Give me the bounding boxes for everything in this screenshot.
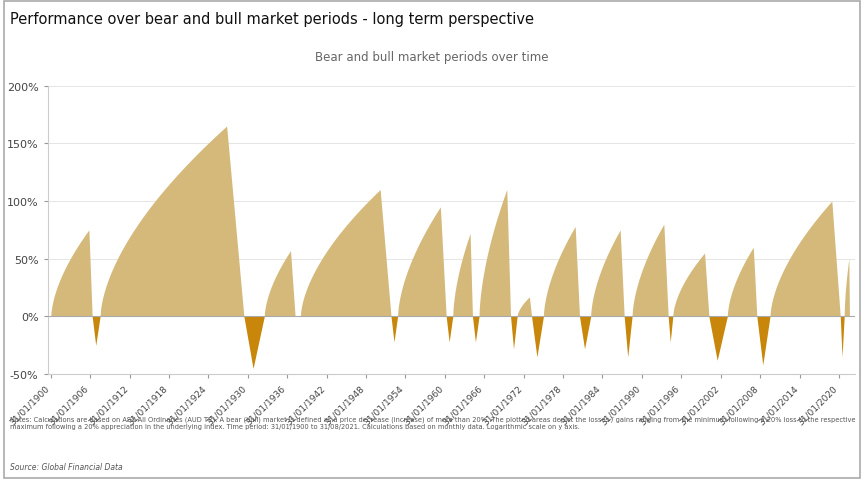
Text: Performance over bear and bull market periods - long term perspective: Performance over bear and bull market pe…	[10, 12, 534, 27]
Text: Source: Global Financial Data: Source: Global Financial Data	[10, 462, 123, 471]
Text: Bear and bull market periods over time: Bear and bull market periods over time	[315, 50, 549, 63]
Text: Notes: Calculations are based on ASX All Ordinaries (AUD TR). A bear (bull) mark: Notes: Calculations are based on ASX All…	[10, 415, 856, 429]
